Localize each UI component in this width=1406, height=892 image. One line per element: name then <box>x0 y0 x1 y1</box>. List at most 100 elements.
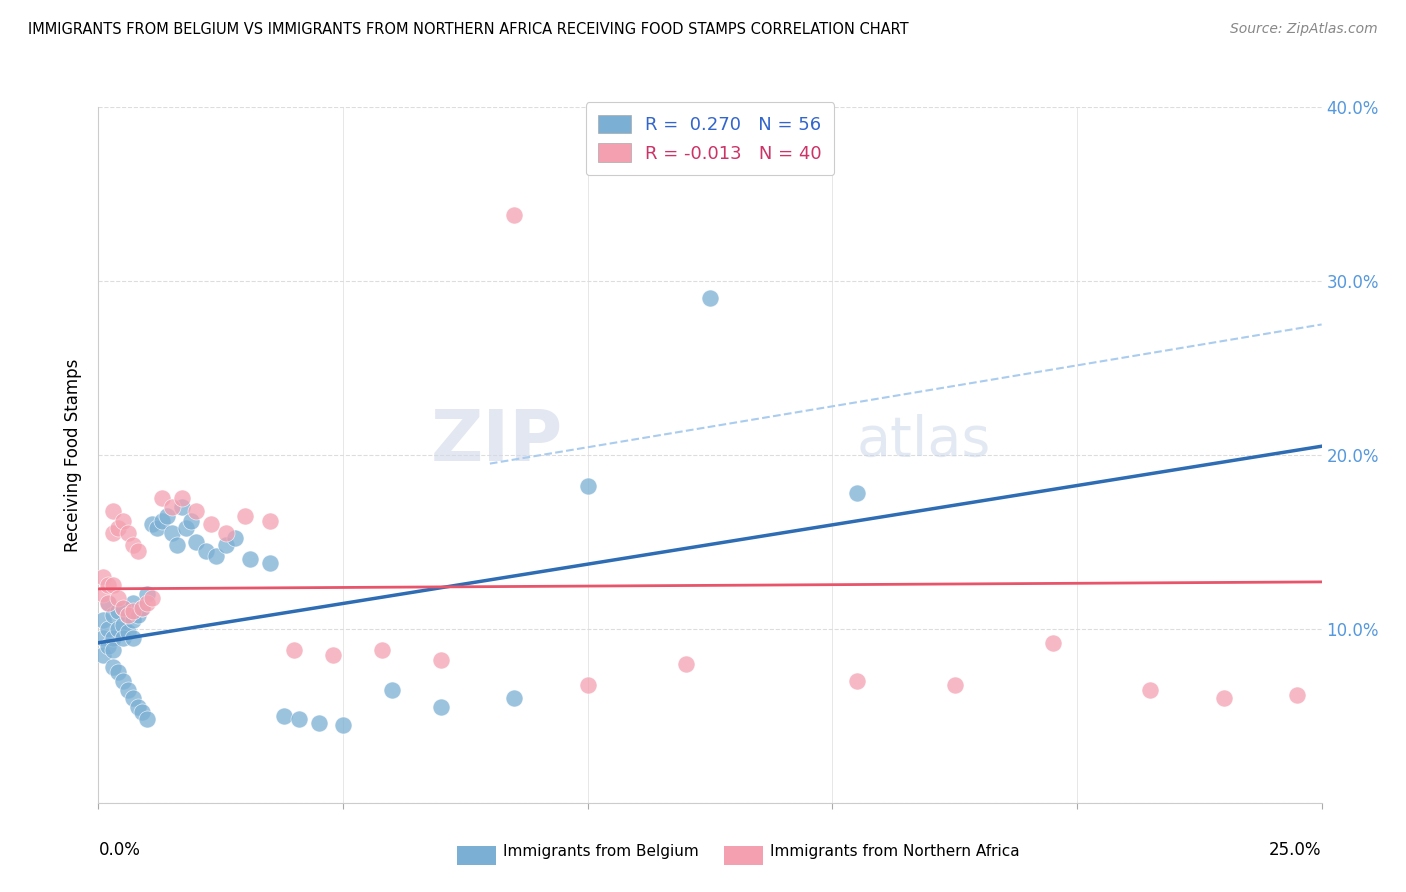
Point <box>224 532 246 546</box>
Point <box>107 591 129 605</box>
Point <box>101 607 124 622</box>
Point <box>288 712 311 726</box>
Point <box>576 677 599 691</box>
Point <box>91 570 114 584</box>
Point <box>150 491 173 506</box>
Text: Immigrants from Belgium: Immigrants from Belgium <box>503 845 699 859</box>
Point <box>131 601 153 615</box>
Point <box>101 578 124 592</box>
Point <box>845 674 868 689</box>
Text: 0.0%: 0.0% <box>98 841 141 859</box>
Point <box>136 587 159 601</box>
Point <box>97 622 120 636</box>
Legend: R =  0.270   N = 56, R = -0.013   N = 40: R = 0.270 N = 56, R = -0.013 N = 40 <box>586 103 834 175</box>
Point <box>111 618 134 632</box>
Point <box>186 503 208 517</box>
Point <box>1286 688 1309 702</box>
Text: Source: ZipAtlas.com: Source: ZipAtlas.com <box>1230 22 1378 37</box>
Point <box>121 691 143 706</box>
Point <box>121 538 143 552</box>
Point <box>233 508 256 523</box>
Point <box>195 543 218 558</box>
Point <box>1139 682 1161 697</box>
Text: atlas: atlas <box>856 414 991 468</box>
Point <box>111 514 134 528</box>
Point <box>107 665 129 680</box>
Point <box>117 625 139 640</box>
Point <box>136 712 159 726</box>
Point <box>322 648 344 662</box>
Point <box>259 514 281 528</box>
Point <box>503 691 526 706</box>
Point <box>214 526 236 541</box>
Point <box>97 596 120 610</box>
Point <box>121 596 143 610</box>
Point <box>576 479 599 493</box>
Point <box>176 521 198 535</box>
Point <box>675 657 697 671</box>
Text: Immigrants from Northern Africa: Immigrants from Northern Africa <box>770 845 1021 859</box>
Y-axis label: Receiving Food Stamps: Receiving Food Stamps <box>65 359 83 551</box>
Point <box>107 521 129 535</box>
Point <box>101 660 124 674</box>
Point <box>160 526 183 541</box>
Point <box>121 613 143 627</box>
Point <box>308 715 330 730</box>
Point <box>156 508 179 523</box>
Point <box>1042 636 1064 650</box>
Point <box>332 717 354 731</box>
Point <box>117 526 139 541</box>
Point <box>170 500 193 514</box>
Point <box>214 538 236 552</box>
Point <box>101 503 124 517</box>
Point <box>121 631 143 645</box>
Point <box>127 607 149 622</box>
Point <box>117 607 139 622</box>
Point <box>186 534 208 549</box>
Text: ZIP: ZIP <box>432 407 564 475</box>
Point <box>117 682 139 697</box>
Point <box>101 631 124 645</box>
Point <box>845 486 868 500</box>
Point <box>127 543 149 558</box>
Point <box>943 677 966 691</box>
Point <box>141 591 163 605</box>
Point <box>430 653 453 667</box>
Point <box>91 648 114 662</box>
Point <box>381 682 404 697</box>
Text: IMMIGRANTS FROM BELGIUM VS IMMIGRANTS FROM NORTHERN AFRICA RECEIVING FOOD STAMPS: IMMIGRANTS FROM BELGIUM VS IMMIGRANTS FR… <box>28 22 908 37</box>
Point <box>101 526 124 541</box>
Point <box>131 706 153 720</box>
Point <box>111 674 134 689</box>
Point <box>97 596 120 610</box>
Point <box>699 291 721 305</box>
Point <box>136 596 159 610</box>
Point <box>283 642 305 657</box>
Point <box>117 607 139 622</box>
Point <box>97 578 120 592</box>
Point <box>150 514 173 528</box>
Point <box>146 521 169 535</box>
Point <box>107 605 129 619</box>
Point <box>166 538 188 552</box>
Point <box>160 500 183 514</box>
Point <box>200 517 222 532</box>
Text: 25.0%: 25.0% <box>1270 841 1322 859</box>
Point <box>111 601 134 615</box>
Point <box>180 514 202 528</box>
Point <box>273 708 295 723</box>
Point <box>371 642 394 657</box>
Point <box>503 208 526 222</box>
Point <box>141 517 163 532</box>
Point <box>239 552 262 566</box>
Point <box>111 631 134 645</box>
Point <box>131 601 153 615</box>
Point <box>1212 691 1234 706</box>
Point <box>91 631 114 645</box>
Point <box>91 613 114 627</box>
Point <box>170 491 193 506</box>
Point <box>121 605 143 619</box>
Point <box>127 700 149 714</box>
Point <box>205 549 228 563</box>
Point <box>91 587 114 601</box>
